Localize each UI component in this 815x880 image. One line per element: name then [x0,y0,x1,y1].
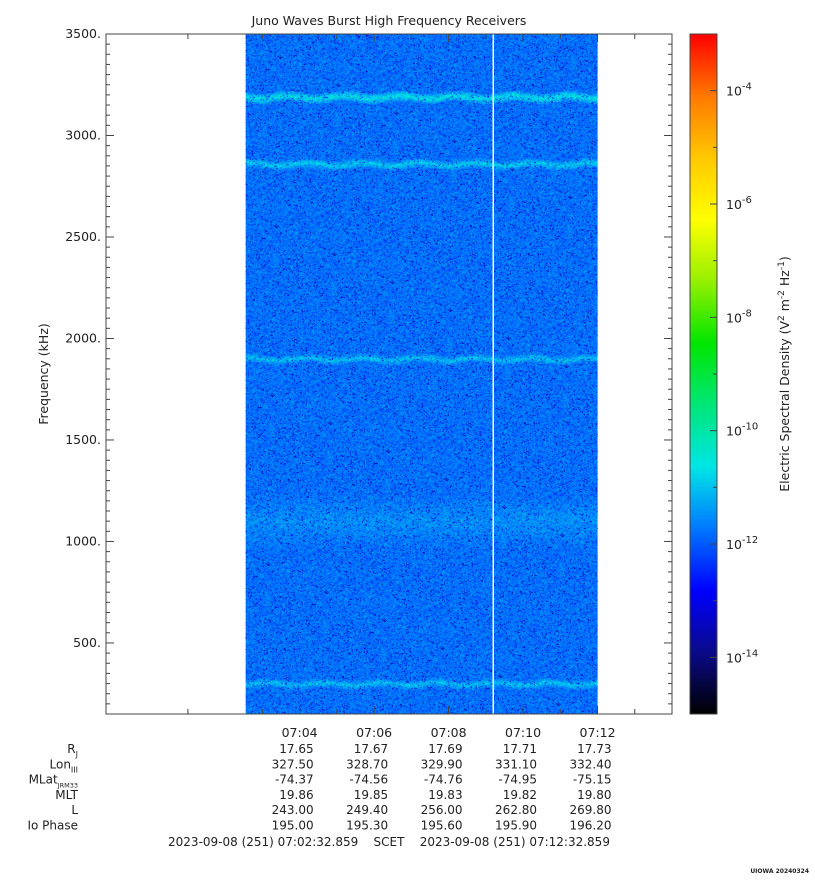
ephemeris-row-label: MLatJRM33 [29,773,78,790]
y-tick-label: 3500. [65,26,101,41]
ephemeris-value: 17.73 [577,742,611,756]
colorbar-tick-label: 10-14 [726,648,758,665]
ephemeris-row-label: LonIII [50,757,79,774]
colorbar-tick-label: 10-12 [726,535,758,552]
ephemeris-value: 19.83 [428,788,462,802]
colorbar-tick-label: 10-10 [726,422,758,439]
chart-title: Juno Waves Burst High Frequency Receiver… [251,13,527,28]
y-tick-label: 500. [73,635,101,650]
plot-frame [105,33,673,715]
colorbar-tick-label: 10-8 [726,308,752,325]
ephemeris-value: 195.30 [346,819,388,833]
ephemeris-value: 249.40 [346,803,388,817]
ephemeris-value: 243.00 [272,803,314,817]
colorbar-tick-label: 10-6 [726,195,752,212]
ephemeris-value: 17.67 [354,742,388,756]
ephemeris-value: 256.00 [421,803,463,817]
ephemeris-value: 19.85 [354,788,388,802]
x-tick-label: 07:10 [505,725,541,740]
ephemeris-row-label: RJ [67,742,78,759]
y-tick-label: 3000. [65,127,101,142]
ephemeris-row-label: L [71,803,78,817]
ephemeris-value: -75.15 [573,773,612,787]
x-tick-label: 07:04 [282,725,318,740]
ephemeris-value: 331.10 [495,757,537,771]
y-tick-label: 1500. [65,432,101,447]
y-axis: 500. 1000. 1500. 2000. 2500. 3000. 3500. [65,26,672,705]
ephemeris-value: 195.90 [495,819,537,833]
x-tick-label: 07:12 [580,725,616,740]
ephemeris-row-label: MLT [55,788,78,802]
y-tick-label: 2000. [65,330,101,345]
ephemeris-row-label: Io Phase [27,819,78,833]
ephemeris-value: 19.80 [577,788,611,802]
ephemeris-value: -74.56 [349,773,388,787]
ephemeris-table: RJ 17.65 17.67 17.69 17.71 17.73 LonIII 327.50 3… [27,742,611,833]
y-axis-label: Frequency (kHz) [36,323,51,425]
x-axis: 07:04 07:06 07:08 07:10 07:12 [187,34,636,740]
colorbar-gradient [689,33,718,715]
ephemeris-value: 19.86 [279,788,313,802]
y-tick-label: 2500. [65,229,101,244]
y-tick-label: 1000. [65,533,101,548]
ephemeris-value: 17.69 [428,742,462,756]
ephemeris-value: 269.80 [570,803,612,817]
colorbar-label: Electric Spectral Density (V2 m-2 Hz-1) [777,256,792,491]
ephemeris-value: 329.90 [421,757,463,771]
ephemeris-value: 19.82 [503,788,537,802]
ephemeris-value: 195.60 [421,819,463,833]
colorbar-tick-label: 10-4 [726,82,752,99]
x-tick-label: 07:08 [431,725,467,740]
ephemeris-value: 327.50 [272,757,314,771]
plot-area [105,33,673,715]
ephemeris-value: 17.65 [279,742,313,756]
colorbar: 10-14 10-12 10-10 10-8 10-6 10-4 Electric Spec… [689,33,792,715]
ephemeris-value: -74.37 [275,773,314,787]
x-tick-label: 07:06 [356,725,392,740]
ephemeris-value: 332.40 [570,757,612,771]
time-range-label: 2023-09-08 (251) 07:02:32.859 SCET 2023-… [168,835,610,849]
spectrogram-image [245,34,598,714]
ephemeris-value: 195.00 [272,819,314,833]
ephemeris-value: -74.76 [424,773,463,787]
credit-label: UIOWA 20240324 [750,868,809,875]
ephemeris-value: 328.70 [346,757,388,771]
ephemeris-value: 262.80 [495,803,537,817]
ephemeris-value: 17.71 [503,742,537,756]
ephemeris-value: 196.20 [570,819,612,833]
ephemeris-value: -74.95 [498,773,537,787]
